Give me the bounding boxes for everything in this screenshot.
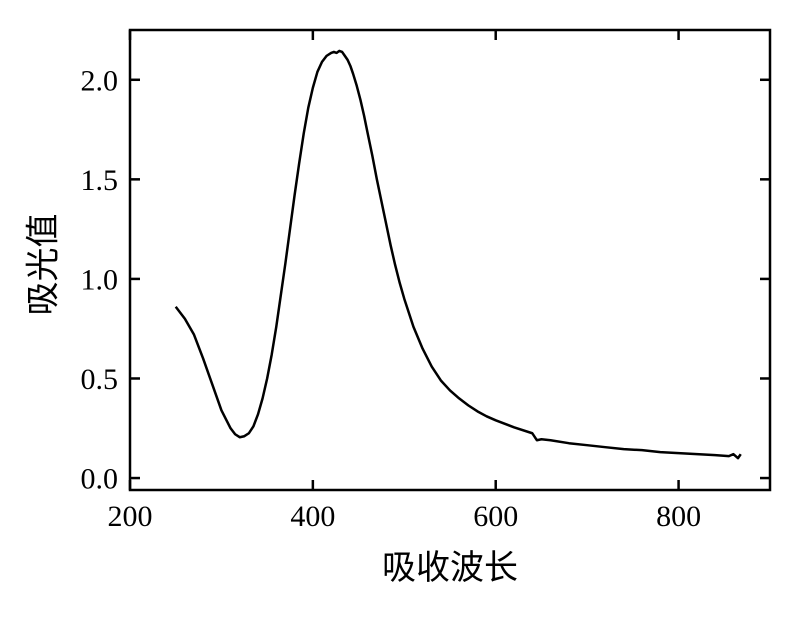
absorbance-curve: [176, 51, 741, 458]
chart-container: 200 400 600 800 0.0 0.5 1.0 1.5 2.0 吸光值 吸收波长: [0, 0, 800, 617]
x-axis-label: 吸收波长: [350, 540, 550, 589]
y-tick-label: 0.5: [81, 363, 119, 396]
y-tick-label: 1.5: [81, 164, 119, 197]
y-tick-label: 2.0: [81, 64, 119, 97]
x-tick-label: 600: [473, 500, 518, 533]
chart-svg: 200 400 600 800 0.0 0.5 1.0 1.5 2.0: [0, 0, 800, 617]
x-tick-label: 400: [290, 500, 335, 533]
y-tick-label: 0.0: [81, 463, 119, 496]
x-tick-label: 200: [108, 500, 153, 533]
y-axis-label: 吸光值: [16, 185, 65, 345]
x-tick-label: 800: [656, 500, 701, 533]
y-tick-label: 1.0: [81, 263, 119, 296]
